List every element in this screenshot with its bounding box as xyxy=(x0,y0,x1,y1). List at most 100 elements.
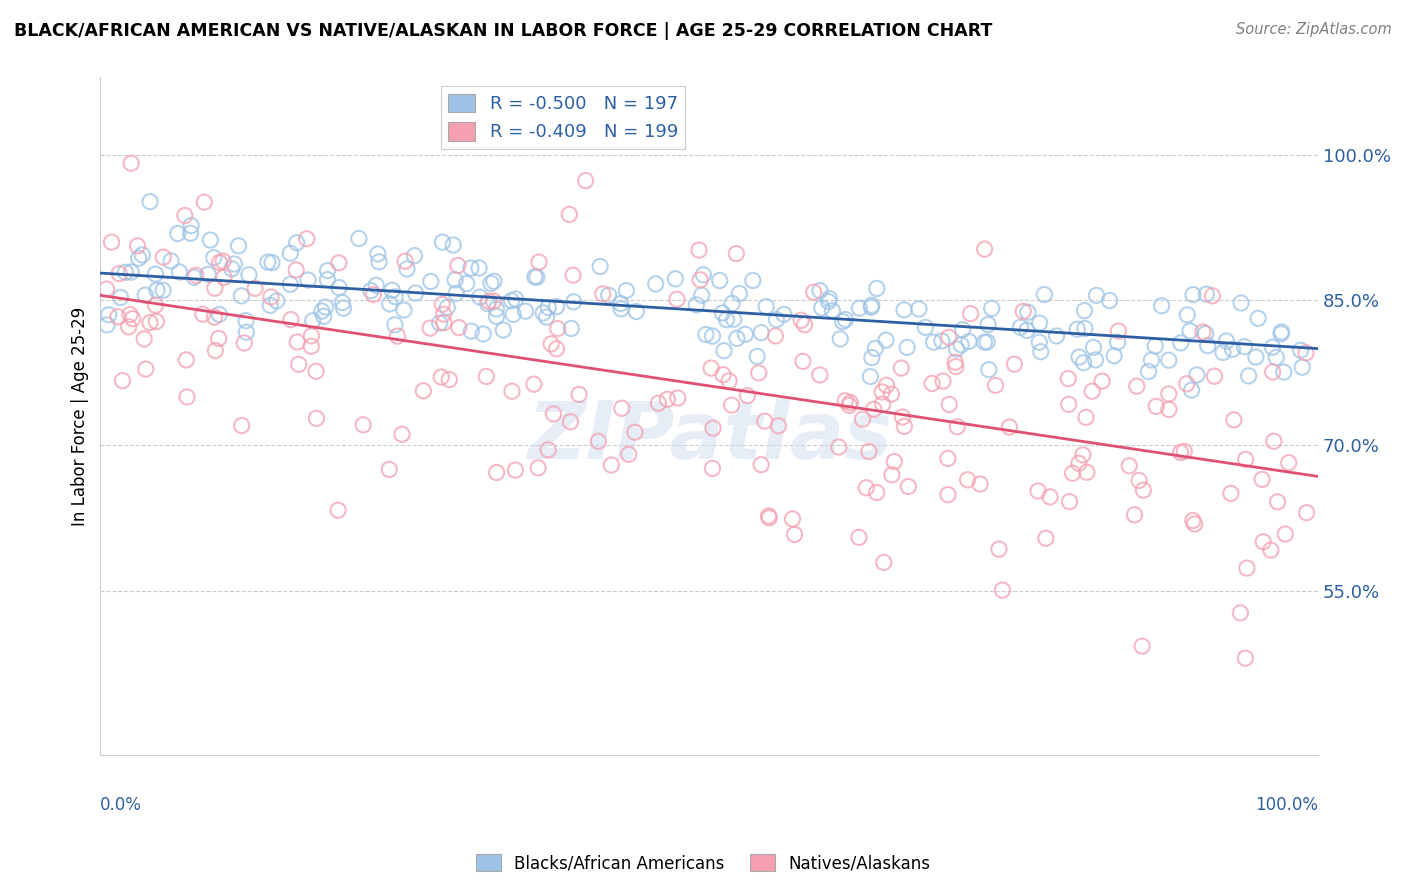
Point xyxy=(626,304,648,318)
Point xyxy=(278,277,301,292)
Point xyxy=(527,255,550,269)
Point xyxy=(1236,561,1258,575)
Point xyxy=(477,296,499,310)
Point xyxy=(1059,494,1081,508)
Point xyxy=(758,510,780,524)
Point xyxy=(872,397,894,411)
Point xyxy=(260,290,283,304)
Point xyxy=(959,307,981,321)
Point xyxy=(1274,527,1296,541)
Point xyxy=(589,260,612,274)
Point xyxy=(505,292,527,306)
Point xyxy=(1144,339,1167,353)
Point xyxy=(830,332,852,346)
Point xyxy=(765,329,787,343)
Point xyxy=(299,339,322,353)
Point xyxy=(859,369,882,384)
Point xyxy=(305,411,328,425)
Point xyxy=(860,351,883,365)
Point xyxy=(1215,334,1237,348)
Point xyxy=(747,350,769,364)
Point xyxy=(647,396,669,410)
Point xyxy=(1204,369,1226,384)
Point xyxy=(1295,346,1317,360)
Point xyxy=(1197,338,1219,352)
Point xyxy=(311,304,333,318)
Point xyxy=(690,288,713,302)
Point xyxy=(328,280,350,294)
Point xyxy=(1270,325,1292,339)
Point xyxy=(1010,320,1032,334)
Point xyxy=(492,323,515,337)
Point xyxy=(880,467,903,482)
Point xyxy=(305,364,328,378)
Point xyxy=(831,315,853,329)
Point xyxy=(1175,308,1198,322)
Point xyxy=(560,321,582,335)
Point xyxy=(1289,343,1312,358)
Point xyxy=(259,298,281,312)
Point xyxy=(957,334,980,349)
Point xyxy=(1140,353,1163,368)
Point xyxy=(938,397,960,411)
Point xyxy=(285,263,308,277)
Point xyxy=(200,233,222,247)
Point xyxy=(478,294,501,309)
Point xyxy=(100,235,122,249)
Point xyxy=(1195,287,1218,301)
Point xyxy=(1066,322,1088,336)
Point xyxy=(447,259,470,273)
Point xyxy=(702,461,724,475)
Point xyxy=(1175,376,1198,391)
Point xyxy=(1067,456,1090,470)
Point xyxy=(208,331,231,345)
Point xyxy=(936,487,959,501)
Point xyxy=(758,508,780,523)
Point xyxy=(1251,472,1274,486)
Text: 100.0%: 100.0% xyxy=(1256,796,1319,814)
Point xyxy=(891,409,914,424)
Point xyxy=(969,477,991,491)
Point xyxy=(1263,434,1285,449)
Point xyxy=(666,391,689,405)
Point xyxy=(834,393,856,408)
Point xyxy=(721,296,744,310)
Point xyxy=(808,368,831,382)
Point xyxy=(146,283,169,297)
Point xyxy=(688,243,710,257)
Point xyxy=(716,312,738,326)
Point xyxy=(610,301,633,316)
Point xyxy=(834,312,856,326)
Point xyxy=(387,329,409,343)
Point xyxy=(1028,316,1050,330)
Point xyxy=(1081,384,1104,399)
Point xyxy=(984,378,1007,392)
Point xyxy=(139,194,162,209)
Point xyxy=(328,256,350,270)
Point xyxy=(860,300,883,314)
Point xyxy=(1062,467,1084,481)
Point xyxy=(908,301,931,316)
Point xyxy=(360,284,382,298)
Point xyxy=(378,297,401,311)
Point xyxy=(718,374,741,388)
Point xyxy=(1278,456,1301,470)
Point xyxy=(1261,340,1284,354)
Point xyxy=(1178,324,1201,338)
Point xyxy=(1184,516,1206,531)
Point xyxy=(817,294,839,309)
Point xyxy=(1157,353,1180,368)
Point xyxy=(384,318,406,332)
Point xyxy=(485,301,508,316)
Point xyxy=(711,368,734,382)
Point xyxy=(702,421,724,435)
Point xyxy=(1219,486,1241,500)
Legend: Blacks/African Americans, Natives/Alaskans: Blacks/African Americans, Natives/Alaska… xyxy=(470,847,936,880)
Point xyxy=(460,324,482,338)
Point xyxy=(145,298,167,312)
Point xyxy=(860,298,883,312)
Point xyxy=(1012,304,1035,318)
Point xyxy=(1291,360,1313,375)
Point xyxy=(609,296,631,310)
Point xyxy=(197,268,219,282)
